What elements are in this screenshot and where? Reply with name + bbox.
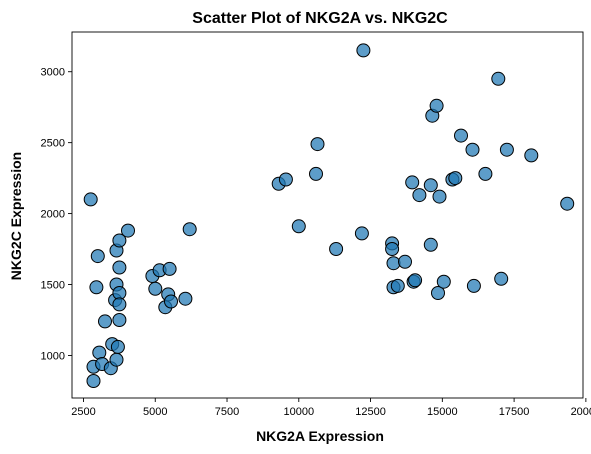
data-point bbox=[309, 166, 323, 181]
data-point bbox=[278, 172, 293, 187]
x-tick-label: 2500 bbox=[71, 406, 95, 418]
data-point bbox=[310, 137, 325, 152]
data-point bbox=[432, 189, 447, 204]
data-point bbox=[423, 237, 438, 252]
data-point bbox=[423, 178, 438, 193]
data-point bbox=[448, 171, 463, 186]
data-point bbox=[386, 256, 401, 271]
y-tick-label: 1000 bbox=[41, 350, 65, 362]
data-point bbox=[499, 142, 514, 157]
data-point bbox=[431, 286, 445, 300]
data-point bbox=[478, 166, 493, 181]
y-tick-label: 1500 bbox=[41, 280, 65, 292]
y-axis: 1000 1500 2000 2500 3000 bbox=[41, 67, 72, 362]
data-point bbox=[89, 280, 104, 295]
data-point bbox=[465, 142, 480, 157]
x-tick-label: 17500 bbox=[499, 406, 530, 418]
y-tick-label: 3000 bbox=[41, 67, 65, 79]
x-tick-label: 5000 bbox=[143, 406, 167, 418]
points-layer bbox=[83, 43, 575, 388]
data-point bbox=[90, 249, 105, 264]
data-point bbox=[164, 294, 178, 309]
data-point bbox=[385, 242, 400, 256]
data-point bbox=[524, 148, 539, 163]
data-point bbox=[162, 261, 177, 276]
data-point bbox=[405, 175, 420, 190]
x-tick-label: 15000 bbox=[427, 406, 458, 418]
y-tick-label: 2500 bbox=[41, 138, 65, 150]
data-point bbox=[356, 43, 371, 58]
data-point bbox=[390, 278, 405, 293]
data-point bbox=[466, 278, 481, 293]
data-point bbox=[182, 222, 197, 237]
y-tick-label: 2000 bbox=[41, 209, 65, 221]
data-point bbox=[429, 98, 444, 113]
data-point bbox=[329, 242, 344, 256]
x-tick-label: 12500 bbox=[355, 406, 386, 418]
data-point bbox=[491, 71, 506, 86]
x-axis-label: NKG2A Expression bbox=[256, 428, 384, 444]
data-point bbox=[354, 226, 369, 241]
data-point bbox=[112, 297, 127, 312]
data-point bbox=[109, 352, 124, 367]
y-axis-label: NKG2C Expression bbox=[8, 152, 24, 280]
plot-area-frame bbox=[71, 31, 584, 399]
x-axis: 2500 5000 7500 10000 12500 15000 17500 20000 bbox=[71, 398, 591, 418]
data-point bbox=[110, 339, 125, 354]
data-point bbox=[291, 219, 306, 234]
data-point bbox=[92, 345, 107, 360]
data-point bbox=[112, 233, 127, 248]
x-tick-label: 7500 bbox=[215, 406, 239, 418]
data-point bbox=[98, 314, 112, 329]
data-point bbox=[178, 291, 193, 306]
data-point bbox=[121, 223, 135, 238]
x-tick-label: 20000 bbox=[571, 406, 591, 418]
data-point bbox=[83, 192, 98, 207]
data-point bbox=[408, 273, 423, 288]
chart-title: Scatter Plot of NKG2A vs. NKG2C bbox=[192, 10, 448, 27]
data-point bbox=[436, 274, 451, 289]
data-point bbox=[494, 271, 509, 286]
data-point bbox=[86, 374, 101, 388]
data-point bbox=[398, 254, 412, 269]
data-point bbox=[412, 188, 427, 203]
data-point bbox=[112, 313, 127, 327]
x-tick-label: 10000 bbox=[283, 406, 314, 418]
data-point bbox=[148, 281, 163, 296]
data-point bbox=[560, 196, 575, 211]
data-point bbox=[112, 260, 127, 275]
data-point bbox=[454, 128, 468, 143]
